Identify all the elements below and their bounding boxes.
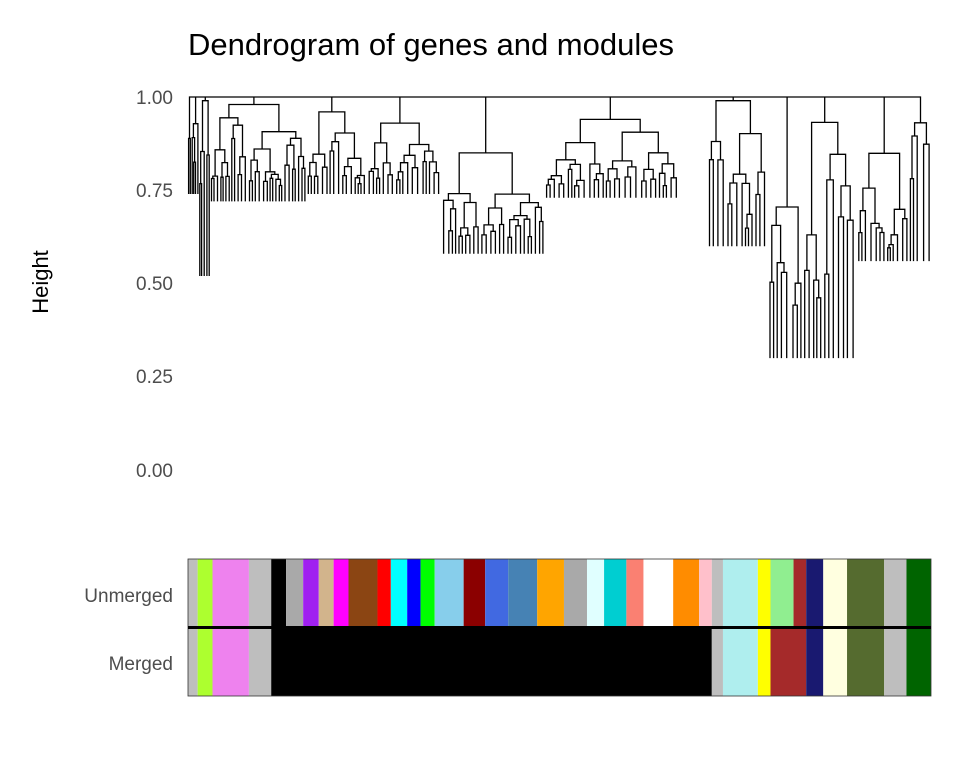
module-color-segment — [711, 628, 723, 696]
module-color-bars — [187, 558, 932, 697]
y-tick-label: 1.00 — [136, 88, 173, 109]
module-color-segment — [722, 628, 758, 696]
module-color-segment — [884, 628, 907, 696]
module-color-segment — [407, 559, 421, 627]
module-color-segment — [248, 559, 272, 627]
module-color-segment — [823, 559, 848, 627]
module-color-segment — [770, 628, 807, 696]
y-tick-label: 0.75 — [136, 181, 173, 202]
y-tick-label: 0.00 — [136, 461, 173, 482]
module-color-segment — [377, 559, 391, 627]
module-color-segment — [847, 559, 885, 627]
module-color-segment — [626, 559, 644, 627]
module-color-segment — [643, 559, 674, 627]
module-color-segment — [390, 559, 408, 627]
module-color-segment — [508, 559, 538, 627]
module-color-segment — [434, 559, 464, 627]
module-color-segment — [806, 628, 824, 696]
module-color-segment — [906, 628, 931, 696]
dendrogram-tree — [187, 96, 930, 359]
y-axis-label: Height — [28, 250, 53, 314]
module-color-segment — [318, 559, 334, 627]
module-color-segment — [563, 559, 587, 627]
module-color-segment — [906, 559, 931, 627]
module-color-segment — [248, 628, 272, 696]
module-color-segment — [823, 628, 848, 696]
module-color-segment — [333, 559, 349, 627]
y-tick-label: 0.25 — [136, 367, 173, 388]
row-label-unmerged: Unmerged — [84, 586, 173, 607]
module-color-segment — [586, 559, 605, 627]
module-color-segment — [770, 559, 794, 627]
module-color-segment — [699, 559, 712, 627]
module-color-segment — [884, 559, 907, 627]
y-axis: 1.00 0.75 0.50 0.25 0.00 Height — [28, 88, 173, 482]
module-color-segment — [188, 628, 198, 696]
module-color-segment — [212, 559, 249, 627]
module-color-segment — [197, 628, 213, 696]
module-color-segment — [793, 559, 807, 627]
y-tick-label: 0.50 — [136, 274, 173, 295]
module-color-segment — [271, 559, 287, 627]
module-color-segment — [722, 559, 758, 627]
module-color-segment — [286, 559, 304, 627]
module-color-segment — [348, 559, 378, 627]
module-color-segment — [757, 559, 771, 627]
module-color-segment — [673, 559, 700, 627]
dendrogram-branches — [187, 96, 930, 359]
module-color-segment — [420, 559, 435, 627]
module-color-segment — [806, 559, 824, 627]
module-color-segment — [271, 628, 712, 696]
chart-title: Dendrogram of genes and modules — [188, 27, 674, 62]
module-color-segment — [757, 628, 771, 696]
module-color-segment — [485, 559, 509, 627]
module-color-segment — [212, 628, 249, 696]
module-color-segment — [303, 559, 319, 627]
module-color-segment — [604, 559, 627, 627]
module-color-segment — [711, 559, 723, 627]
module-color-segment — [188, 559, 198, 627]
module-color-segment — [197, 559, 213, 627]
module-color-segment — [537, 559, 564, 627]
module-color-segment — [463, 559, 486, 627]
row-label-merged: Merged — [109, 654, 173, 675]
module-color-segment — [847, 628, 885, 696]
